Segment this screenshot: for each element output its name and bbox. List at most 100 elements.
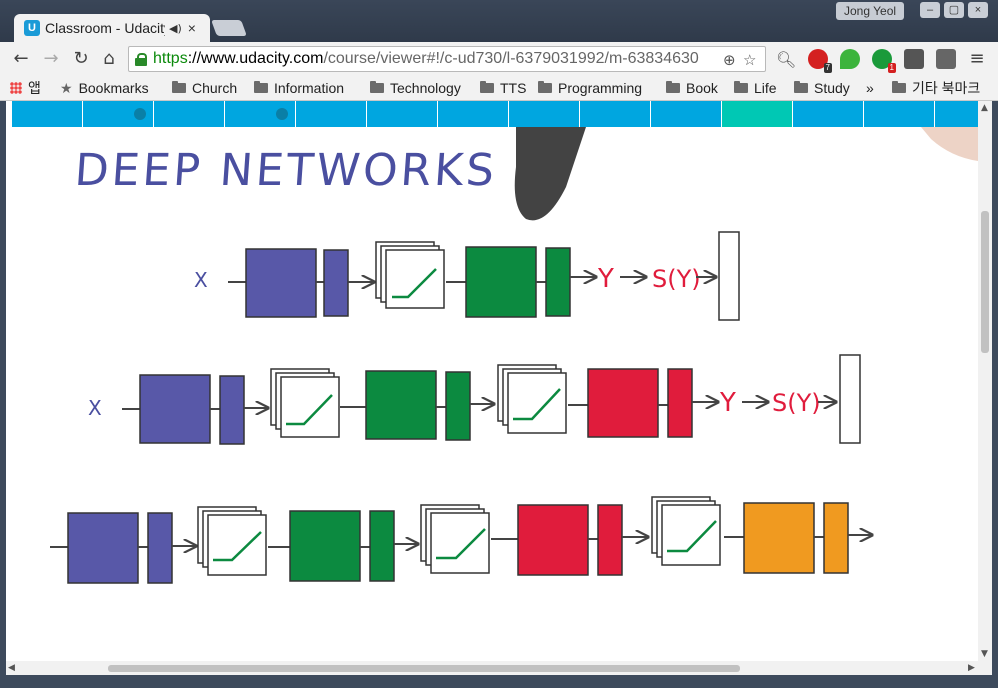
maximize-button[interactable]: ▢ bbox=[944, 2, 964, 18]
lesson-step[interactable] bbox=[83, 101, 154, 127]
lesson-step-current[interactable] bbox=[722, 101, 793, 127]
camera-extension-icon[interactable] bbox=[904, 49, 924, 69]
folder-icon bbox=[734, 81, 748, 93]
lesson-step[interactable] bbox=[438, 101, 509, 127]
relu-block bbox=[375, 241, 445, 309]
folder-icon bbox=[666, 81, 680, 93]
logits-y-label: Y bbox=[719, 388, 736, 418]
bookmarks-overflow-button[interactable]: » bbox=[866, 80, 874, 96]
forward-button[interactable]: → bbox=[43, 48, 59, 69]
browser-tab[interactable]: U Classroom - Udacity ◀) × bbox=[14, 14, 210, 42]
lock-icon bbox=[135, 53, 147, 66]
bias-block bbox=[597, 504, 623, 576]
scroll-left-icon[interactable]: ◀ bbox=[8, 663, 15, 673]
bookmark-label: Church bbox=[192, 80, 238, 96]
star-icon[interactable]: ☆ bbox=[743, 51, 757, 69]
tab-title: Classroom - Udacity bbox=[45, 20, 165, 36]
relu-block bbox=[651, 496, 721, 566]
window-frame bbox=[0, 675, 998, 688]
bookmark-folder-book[interactable]: Book bbox=[666, 78, 718, 98]
lesson-step[interactable] bbox=[296, 101, 367, 127]
bookmark-folder-programming[interactable]: Programming bbox=[538, 78, 642, 98]
scroll-down-icon[interactable]: ▼ bbox=[981, 649, 988, 659]
lesson-step[interactable] bbox=[12, 101, 83, 127]
output-probabilities-block bbox=[718, 231, 740, 321]
scroll-right-icon[interactable]: ▶ bbox=[968, 663, 975, 673]
folder-icon bbox=[892, 81, 906, 93]
close-window-button[interactable]: × bbox=[968, 2, 988, 18]
softmax-label: S(Y) bbox=[652, 265, 701, 293]
lesson-step[interactable] bbox=[225, 101, 296, 127]
lesson-step[interactable] bbox=[935, 101, 978, 127]
back-button[interactable]: ← bbox=[13, 48, 29, 69]
bookmark-label: TTS bbox=[500, 80, 527, 96]
video-frame[interactable]: DEEP NETWORKS X Y S(Y) bbox=[6, 127, 978, 661]
search-extension-icon[interactable]: 🔍︎ bbox=[776, 50, 797, 69]
network-row-3 bbox=[50, 496, 872, 584]
reload-button[interactable]: ↻ bbox=[73, 48, 89, 69]
bias-block bbox=[667, 368, 693, 438]
apps-label: 앱 bbox=[28, 80, 41, 96]
folder-icon bbox=[538, 81, 552, 93]
speaker-icon[interactable]: ◀) bbox=[169, 21, 182, 35]
other-bookmarks-folder[interactable]: 기타 북마크 bbox=[892, 78, 980, 98]
apps-shortcut[interactable]: 앱 bbox=[10, 78, 41, 98]
vertical-scrollbar[interactable]: ▲ ▼ bbox=[978, 101, 992, 661]
logits-y-label: Y bbox=[597, 264, 614, 294]
vertical-scroll-thumb[interactable] bbox=[981, 211, 989, 353]
bookmark-folder-life[interactable]: Life bbox=[734, 78, 777, 98]
new-tab-button[interactable] bbox=[211, 20, 247, 36]
lesson-step[interactable] bbox=[580, 101, 651, 127]
bookmark-label: Book bbox=[686, 80, 718, 96]
lesson-step[interactable] bbox=[651, 101, 722, 127]
scroll-up-icon[interactable]: ▲ bbox=[981, 103, 988, 113]
linear-weights-block bbox=[587, 368, 659, 438]
address-bar[interactable]: https://www.udacity.com/course/viewer#!/… bbox=[128, 46, 766, 72]
evernote-extension-icon[interactable] bbox=[840, 49, 860, 69]
zoom-icon[interactable]: ⊕ bbox=[723, 51, 736, 69]
folder-icon bbox=[794, 81, 808, 93]
lesson-step[interactable] bbox=[864, 101, 935, 127]
bookmarks-item[interactable]: ★ Bookmarks bbox=[60, 78, 149, 98]
bookmark-label: Bookmarks bbox=[78, 80, 149, 96]
bookmark-folder-technology[interactable]: Technology bbox=[370, 78, 461, 98]
bias-block bbox=[147, 512, 173, 584]
apps-grid-icon bbox=[10, 82, 22, 94]
relu-block bbox=[270, 368, 340, 438]
adblock-extension-icon[interactable]: 7 bbox=[808, 49, 832, 73]
lesson-step[interactable] bbox=[367, 101, 438, 127]
bias-block bbox=[545, 247, 571, 317]
lesson-progress-bar bbox=[12, 101, 978, 127]
horizontal-scrollbar[interactable]: ◀ ▶ bbox=[6, 661, 992, 675]
lesson-step[interactable] bbox=[793, 101, 864, 127]
horizontal-scroll-thumb[interactable] bbox=[108, 665, 740, 672]
lesson-step[interactable] bbox=[509, 101, 580, 127]
star-icon: ★ bbox=[60, 79, 73, 96]
network-row-2: X bbox=[88, 354, 861, 445]
linear-weights-block bbox=[245, 248, 317, 318]
menu-icon[interactable]: ≡ bbox=[969, 48, 985, 69]
title-bar: U Classroom - Udacity ◀) × Jong Yeol – ▢… bbox=[0, 0, 998, 42]
relu-block bbox=[197, 506, 267, 576]
linear-weights-block bbox=[289, 510, 361, 582]
bookmark-folder-tts[interactable]: TTS bbox=[480, 78, 526, 98]
tab-close-button[interactable]: × bbox=[187, 20, 196, 36]
minimize-button[interactable]: – bbox=[920, 2, 940, 18]
bookmark-folder-study[interactable]: Study bbox=[794, 78, 850, 98]
bookmark-label: 기타 북마크 bbox=[912, 80, 981, 96]
bookmark-label: Life bbox=[754, 80, 777, 96]
bookmark-folder-church[interactable]: Church bbox=[172, 78, 237, 98]
profile-name[interactable]: Jong Yeol bbox=[836, 2, 905, 20]
folder-icon bbox=[370, 81, 384, 93]
output-probabilities-block bbox=[839, 354, 861, 444]
pushbullet-extension-icon[interactable]: 1 bbox=[872, 49, 896, 73]
bookmark-label: Information bbox=[274, 80, 345, 96]
linear-weights-block bbox=[139, 374, 211, 444]
quiz-marker-icon bbox=[134, 108, 146, 120]
bias-block bbox=[823, 502, 849, 574]
extension-icon[interactable] bbox=[936, 49, 956, 69]
bookmark-folder-information[interactable]: Information bbox=[254, 78, 344, 98]
lesson-step[interactable] bbox=[154, 101, 225, 127]
bias-block bbox=[323, 249, 349, 317]
home-button[interactable]: ⌂ bbox=[103, 48, 115, 69]
